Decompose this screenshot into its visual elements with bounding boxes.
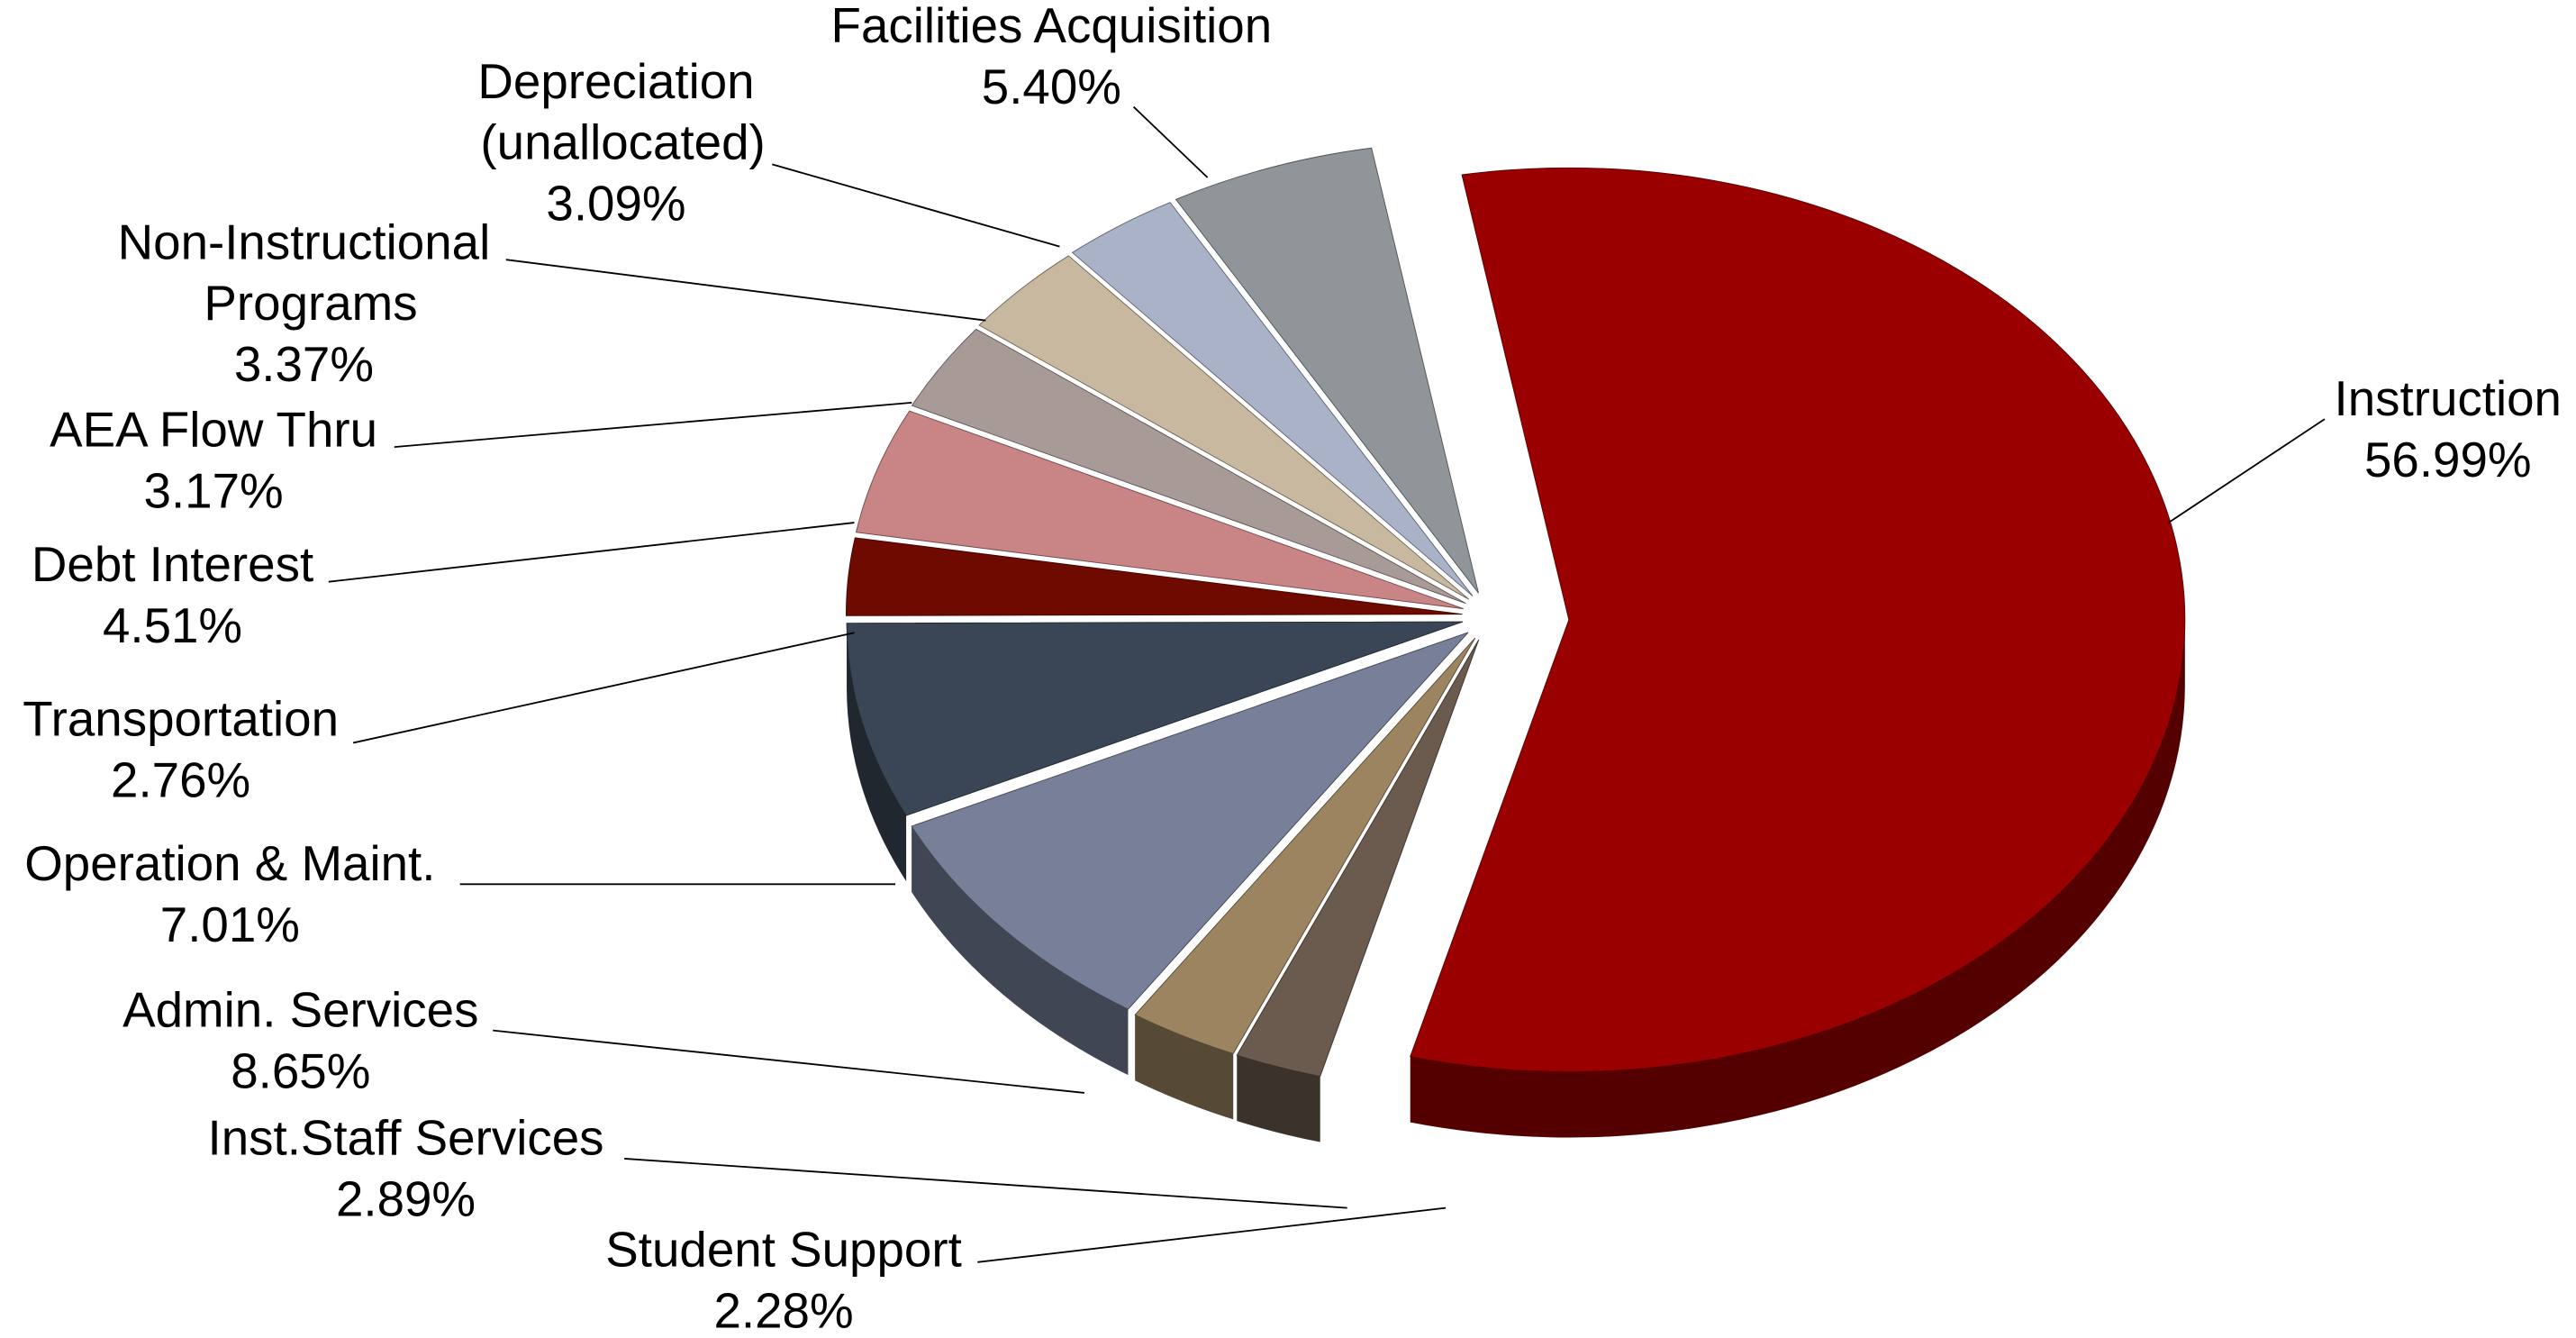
slice-value-label: 3.37%: [234, 336, 374, 392]
slice-value-label: 3.09%: [546, 175, 685, 231]
leader-line: [772, 163, 1060, 248]
slice-label: AEA Flow Thru: [50, 402, 377, 458]
slice-value-label: 7.01%: [160, 897, 300, 952]
slice-label: Inst.Staff Services: [208, 1110, 604, 1166]
slice: [846, 621, 1464, 816]
slice-label: Student Support: [605, 1222, 961, 1278]
slice: [1071, 202, 1474, 596]
pie-sides: [846, 614, 2185, 1142]
slice-label: Instruction: [2335, 370, 2562, 426]
slice-side: [1237, 1055, 1320, 1142]
leader-line: [352, 632, 855, 744]
slice-side: [1135, 1015, 1234, 1120]
leader-line: [493, 1029, 1084, 1094]
pie-tops: [846, 147, 2186, 1078]
slice-value-label: 5.40%: [982, 59, 1121, 114]
slice-side: [1410, 619, 2185, 1138]
leader-line: [977, 1206, 1447, 1263]
slice: [911, 632, 1469, 1010]
slice-side: [847, 623, 907, 882]
slice: [846, 537, 1463, 616]
slice-label: Admin. Services: [122, 982, 478, 1038]
slice-label: Debt Interest: [32, 537, 313, 593]
leader-line: [394, 401, 912, 449]
slice-label: Transportation: [23, 691, 339, 747]
slice-value-label: 3.17%: [144, 462, 284, 518]
slice-label: Facilities Acquisition: [831, 0, 1273, 53]
slice: [855, 410, 1464, 610]
slice-value-label: 8.65%: [231, 1042, 370, 1098]
slice-value-label: 2.28%: [713, 1283, 853, 1338]
slice-value-label: 2.76%: [111, 752, 250, 808]
leader-line: [328, 522, 855, 583]
slice: [1134, 637, 1476, 1054]
slice: [1410, 167, 2186, 1072]
leader-line: [505, 259, 986, 322]
leader-line: [624, 1158, 1347, 1209]
slice-label: Operation & Maint.: [24, 836, 435, 892]
slice-value-label: 2.89%: [336, 1171, 476, 1227]
slice: [911, 328, 1466, 605]
slice: [1236, 639, 1480, 1078]
slice-label: Depreciation (unallocated): [467, 53, 766, 169]
slice-side: [912, 825, 1129, 1076]
slice: [1175, 147, 1479, 594]
slice: [978, 255, 1470, 600]
leader-line: [1132, 105, 1209, 178]
slice-value-label: 56.99%: [2364, 432, 2532, 487]
leader-line: [2168, 418, 2326, 523]
slice-label: Non-Instructional Programs: [118, 214, 491, 331]
slice-value-label: 4.51%: [103, 597, 242, 653]
